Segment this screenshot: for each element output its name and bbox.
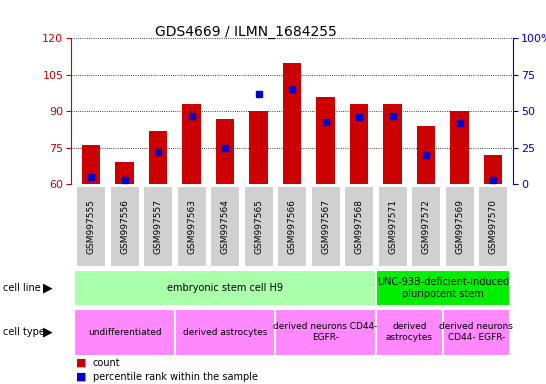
Bar xyxy=(182,104,201,184)
Text: ■: ■ xyxy=(76,358,87,368)
Text: GSM997567: GSM997567 xyxy=(321,199,330,254)
FancyBboxPatch shape xyxy=(376,309,443,356)
FancyBboxPatch shape xyxy=(143,186,173,267)
Text: derived
astrocytes: derived astrocytes xyxy=(386,323,433,342)
FancyBboxPatch shape xyxy=(74,270,376,306)
Text: derived astrocytes: derived astrocytes xyxy=(183,328,268,337)
FancyBboxPatch shape xyxy=(478,186,508,267)
FancyBboxPatch shape xyxy=(311,186,341,267)
Bar xyxy=(350,104,369,184)
Text: GSM997568: GSM997568 xyxy=(354,199,364,254)
FancyBboxPatch shape xyxy=(176,186,207,267)
Text: derived neurons
CD44- EGFR-: derived neurons CD44- EGFR- xyxy=(440,323,513,342)
Text: derived neurons CD44-
EGFR-: derived neurons CD44- EGFR- xyxy=(274,323,378,342)
FancyBboxPatch shape xyxy=(74,309,175,356)
Text: cell type: cell type xyxy=(3,327,45,337)
Text: GSM997564: GSM997564 xyxy=(221,199,230,254)
Text: ▶: ▶ xyxy=(43,326,53,339)
FancyBboxPatch shape xyxy=(275,309,376,356)
Text: cell line: cell line xyxy=(3,283,40,293)
Bar xyxy=(216,119,234,184)
FancyBboxPatch shape xyxy=(110,186,140,267)
Text: count: count xyxy=(93,358,121,368)
Text: GSM997572: GSM997572 xyxy=(422,199,431,254)
FancyBboxPatch shape xyxy=(244,186,274,267)
FancyBboxPatch shape xyxy=(444,186,474,267)
Text: ▶: ▶ xyxy=(43,281,53,295)
Bar xyxy=(417,126,435,184)
FancyBboxPatch shape xyxy=(443,309,510,356)
Text: GSM997563: GSM997563 xyxy=(187,199,196,254)
FancyBboxPatch shape xyxy=(76,186,106,267)
Bar xyxy=(283,63,301,184)
FancyBboxPatch shape xyxy=(411,186,441,267)
Bar xyxy=(450,111,469,184)
Text: percentile rank within the sample: percentile rank within the sample xyxy=(93,372,258,382)
Bar xyxy=(316,97,335,184)
FancyBboxPatch shape xyxy=(376,270,510,306)
Text: GSM997557: GSM997557 xyxy=(153,199,163,254)
Text: embryonic stem cell H9: embryonic stem cell H9 xyxy=(167,283,283,293)
Text: UNC-93B-deficient-induced
pluripotent stem: UNC-93B-deficient-induced pluripotent st… xyxy=(377,277,509,299)
Text: GSM997571: GSM997571 xyxy=(388,199,397,254)
Bar xyxy=(149,131,167,184)
Text: ■: ■ xyxy=(76,372,87,382)
Text: GSM997555: GSM997555 xyxy=(87,199,96,254)
Text: GSM997566: GSM997566 xyxy=(288,199,296,254)
FancyBboxPatch shape xyxy=(210,186,240,267)
FancyBboxPatch shape xyxy=(377,186,408,267)
FancyBboxPatch shape xyxy=(175,309,275,356)
Text: GDS4669 / ILMN_1684255: GDS4669 / ILMN_1684255 xyxy=(155,25,336,39)
Bar xyxy=(484,155,502,184)
Text: GSM997565: GSM997565 xyxy=(254,199,263,254)
Text: undifferentiated: undifferentiated xyxy=(88,328,162,337)
Bar xyxy=(82,146,100,184)
Text: GSM997570: GSM997570 xyxy=(489,199,497,254)
Text: GSM997556: GSM997556 xyxy=(120,199,129,254)
Bar xyxy=(383,104,402,184)
FancyBboxPatch shape xyxy=(277,186,307,267)
FancyBboxPatch shape xyxy=(344,186,374,267)
Text: GSM997569: GSM997569 xyxy=(455,199,464,254)
Bar xyxy=(250,111,268,184)
Bar xyxy=(115,162,134,184)
